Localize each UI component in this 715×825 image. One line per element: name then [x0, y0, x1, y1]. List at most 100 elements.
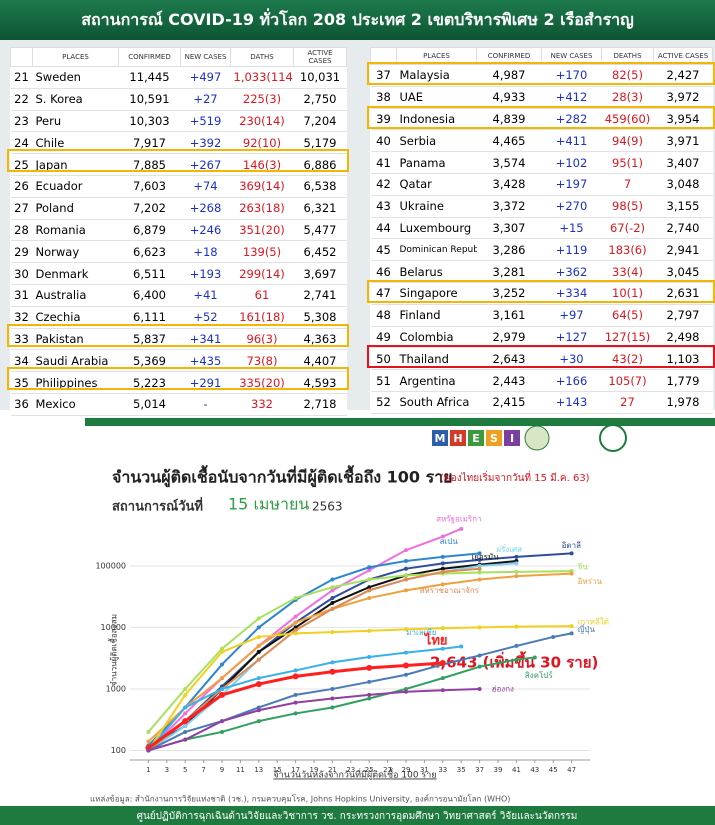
cell-confirmed: 7,603 — [118, 175, 181, 198]
cell-new: +268 — [180, 197, 231, 220]
highlight-box — [367, 62, 715, 85]
series-point — [146, 748, 151, 753]
logo-box — [432, 430, 448, 446]
series-label: ไทย — [423, 631, 448, 648]
x-axis-label: จำนวนวันหลังจากวันที่มีผู้ติดเชื้อ 100 ร… — [273, 768, 436, 781]
x-tick-label: 13 — [254, 766, 263, 774]
series-point — [367, 628, 372, 633]
cell-rank: 26 — [10, 175, 33, 198]
table-row: 36 Mexico 5,014-332 2,718 — [10, 393, 347, 416]
series-point — [366, 664, 373, 671]
series-point — [404, 559, 408, 564]
cell-confirmed: 4,933 — [476, 86, 542, 109]
series-point — [183, 729, 188, 734]
cell-deaths: 351(20) — [230, 219, 294, 242]
cell-place: Ecuador — [32, 175, 119, 198]
x-tick-label: 35 — [457, 766, 466, 774]
series-point — [569, 624, 574, 629]
cell-confirmed: 10,303 — [118, 110, 181, 133]
cell-deaths: 95(1) — [601, 151, 654, 174]
series-point — [330, 577, 335, 582]
cell-place: Colombia — [396, 326, 477, 349]
series-point — [367, 565, 372, 570]
cell-active: 2,631 — [653, 282, 713, 305]
cell-place: South Africa — [396, 391, 477, 414]
series-point — [256, 634, 261, 639]
cell-new: +15 — [541, 217, 602, 240]
series-label: มาเลเซีย — [406, 628, 436, 637]
cell-confirmed: 3,574 — [476, 151, 542, 174]
cell-active: 3,407 — [653, 151, 713, 174]
logo-letter: E — [472, 432, 480, 445]
cell-active: 1,103 — [653, 347, 713, 371]
cell-active: 3,954 — [653, 108, 713, 131]
cell-rank: 44 — [370, 217, 397, 240]
cell-place: Saudi Arabia — [32, 349, 119, 373]
series-point — [256, 649, 261, 654]
series-label: อิหร่าน — [577, 577, 602, 586]
cell-active: 1,779 — [653, 369, 713, 392]
cell-deaths: 332 — [230, 393, 294, 416]
cell-active: 1,978 — [653, 391, 713, 414]
x-tick-label: 3 — [165, 766, 169, 774]
cell-deaths: 369(14) — [230, 175, 294, 198]
cell-place: Norway — [32, 240, 119, 264]
series-point — [551, 634, 556, 639]
series-point — [514, 643, 519, 648]
series-point — [532, 655, 537, 660]
series-point — [183, 705, 188, 710]
series-point — [440, 646, 445, 651]
logo-box — [468, 430, 484, 446]
series-label: สหราชอาณาจักร — [420, 586, 480, 595]
series-point — [440, 566, 445, 571]
series-point — [292, 673, 299, 680]
header-cell: CONFIRMED — [118, 47, 181, 67]
source: แหล่งข้อมูล: สำนักงานการวิจัยแห่งชาติ (ว… — [90, 794, 510, 805]
cell-deaths: 64(5) — [601, 304, 654, 327]
cell-confirmed: 5,369 — [118, 349, 181, 373]
cell-new: +392 — [180, 131, 231, 155]
series-point — [440, 534, 445, 539]
cell-rank: 30 — [10, 262, 33, 285]
series-label: ฮ่องกง — [492, 684, 514, 693]
header-cell: ACTIVE CASES — [653, 47, 713, 65]
cell-rank: 50 — [370, 347, 397, 371]
x-tick-label: 45 — [549, 766, 558, 774]
cell-place: Chile — [32, 131, 119, 155]
cell-place: Romania — [32, 219, 119, 242]
cell-new: +246 — [180, 219, 231, 242]
cell-confirmed: 4,465 — [476, 129, 542, 153]
table-row: 47 Singapore 3,252 +334 10(1) 2,631 — [370, 282, 713, 305]
series-line — [148, 656, 535, 752]
series-point — [146, 729, 151, 734]
cell-confirmed: 6,400 — [118, 284, 181, 307]
table-row: 40 Serbia 4,465 +411 94(9) 3,971 — [370, 129, 713, 153]
cell-new: +334 — [541, 282, 602, 305]
cell-active: 3,971 — [653, 129, 713, 153]
cell-place: Ukraine — [396, 195, 477, 218]
series-point — [404, 650, 408, 655]
cell-new: +119 — [541, 238, 602, 262]
table-section: สถานการณ์ COVID-19 ทั่วโลก 208 ประเทศ 2 … — [0, 0, 715, 416]
x-tick-label: 39 — [494, 766, 503, 774]
highlight-box — [367, 105, 715, 129]
series-point — [569, 631, 574, 636]
cell-new: +18 — [180, 240, 231, 264]
cell-deaths: 33(4) — [601, 260, 654, 283]
cell-rank: 22 — [10, 88, 33, 111]
cell-confirmed: 2,415 — [476, 391, 542, 414]
logo — [599, 424, 627, 452]
cell-place: Panama — [396, 151, 477, 174]
table-row: 24 Chile 7,917 +392 92(10) 5,179 — [10, 131, 347, 155]
cell-new: +166 — [541, 369, 602, 392]
series-point — [367, 655, 372, 660]
series-point — [367, 577, 372, 582]
cell-rank: 43 — [370, 195, 397, 218]
cell-active: 7,204 — [293, 110, 347, 133]
series-point — [459, 644, 464, 649]
series-point — [330, 585, 335, 590]
series-point — [477, 570, 482, 575]
series-label: ญี่ปุ่น — [578, 623, 596, 634]
series-point — [404, 689, 408, 694]
cell-place: UAE — [396, 86, 477, 109]
